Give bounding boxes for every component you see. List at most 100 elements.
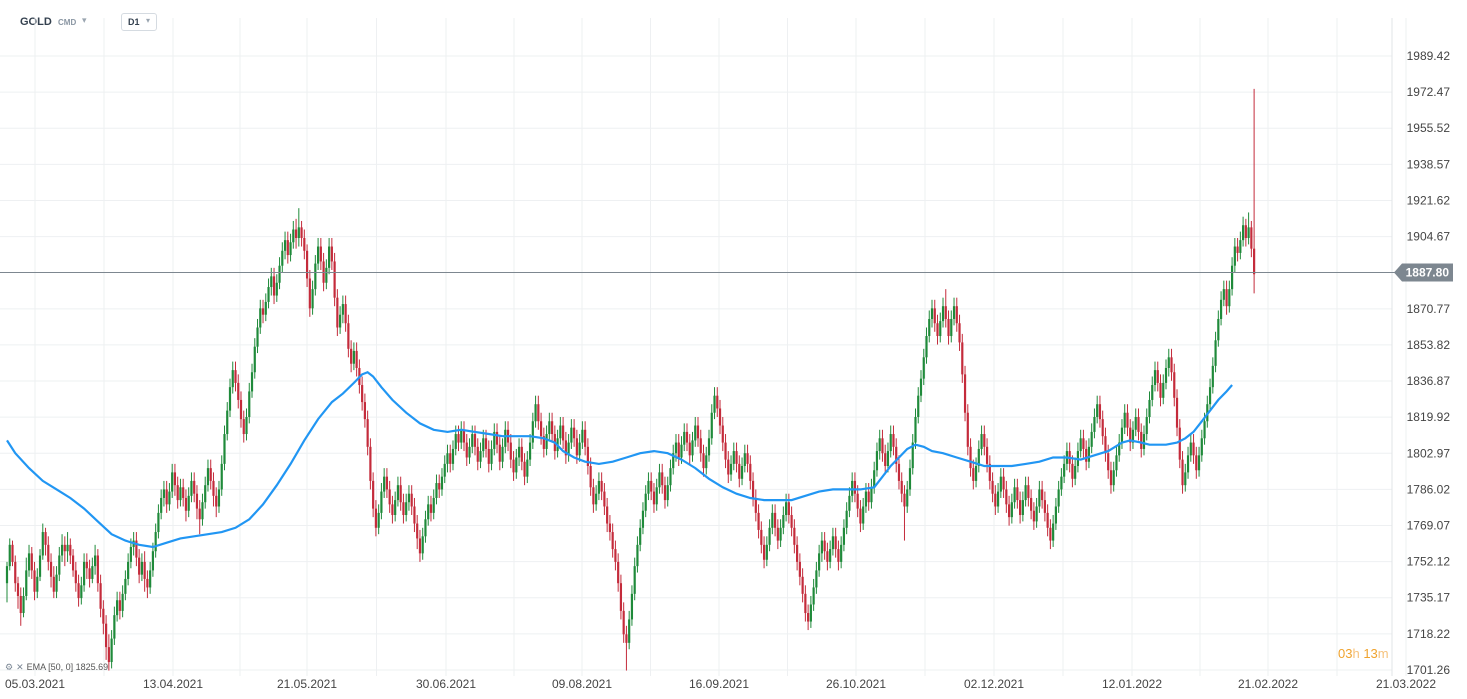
current-price-badge: 1887.80 bbox=[1394, 263, 1453, 282]
candle bbox=[1170, 348, 1173, 381]
candle bbox=[11, 540, 14, 567]
candle bbox=[460, 421, 463, 449]
candle bbox=[270, 267, 273, 296]
candle bbox=[239, 391, 243, 428]
candle bbox=[749, 455, 752, 490]
candle bbox=[1167, 348, 1170, 377]
candle bbox=[790, 506, 793, 537]
candle bbox=[1049, 519, 1052, 550]
candle bbox=[416, 515, 419, 550]
candle bbox=[1079, 429, 1082, 458]
candle bbox=[793, 519, 796, 554]
candle bbox=[212, 472, 215, 507]
candle bbox=[903, 485, 906, 541]
candle bbox=[919, 370, 923, 403]
candle bbox=[215, 487, 218, 518]
settings-icon[interactable]: ⚙ bbox=[5, 661, 14, 672]
candle bbox=[58, 546, 61, 582]
candle bbox=[305, 244, 309, 288]
candle bbox=[537, 395, 540, 430]
candle bbox=[958, 314, 961, 351]
candle bbox=[102, 600, 105, 635]
candle bbox=[377, 504, 380, 535]
candle bbox=[245, 408, 248, 441]
candle bbox=[198, 500, 201, 535]
candle bbox=[1074, 457, 1077, 486]
category-label: CMD bbox=[58, 18, 77, 27]
candle bbox=[823, 532, 826, 560]
candle bbox=[1195, 446, 1198, 479]
candle bbox=[14, 555, 17, 592]
candle bbox=[231, 361, 234, 394]
candle bbox=[47, 536, 50, 571]
candle bbox=[773, 504, 777, 537]
candle bbox=[666, 476, 669, 507]
close-icon[interactable]: ✕ bbox=[16, 661, 24, 672]
candle bbox=[234, 361, 237, 392]
candle bbox=[966, 404, 969, 456]
candle bbox=[974, 457, 978, 488]
candle bbox=[1173, 363, 1176, 407]
candle bbox=[487, 440, 490, 473]
candle bbox=[297, 208, 300, 247]
candle bbox=[1013, 478, 1016, 509]
candle bbox=[217, 480, 221, 513]
timer-minutes-unit: m bbox=[1377, 646, 1389, 661]
candle bbox=[250, 363, 254, 398]
candle bbox=[1005, 480, 1008, 513]
candle bbox=[1151, 376, 1154, 407]
candle bbox=[1186, 446, 1190, 479]
candle bbox=[206, 459, 210, 492]
candle bbox=[884, 444, 887, 475]
candle bbox=[1134, 408, 1137, 437]
candle bbox=[969, 438, 972, 477]
candle bbox=[895, 438, 898, 473]
candle bbox=[603, 483, 606, 516]
candles bbox=[5, 88, 1256, 671]
candle bbox=[107, 634, 110, 671]
candle bbox=[578, 434, 581, 462]
candle bbox=[859, 500, 862, 533]
candle bbox=[550, 412, 554, 443]
candle bbox=[735, 442, 738, 473]
candle bbox=[479, 442, 482, 469]
candle bbox=[369, 438, 372, 490]
candle bbox=[493, 423, 496, 456]
candle bbox=[228, 378, 232, 417]
candle bbox=[1145, 408, 1148, 441]
chevron-down-icon: ▾ bbox=[146, 16, 151, 25]
candle bbox=[586, 438, 589, 475]
candle bbox=[440, 468, 444, 496]
candle bbox=[407, 485, 411, 511]
candle bbox=[165, 480, 168, 513]
candle bbox=[534, 395, 537, 428]
candle bbox=[812, 578, 815, 611]
candle bbox=[38, 549, 42, 582]
candle bbox=[1046, 504, 1049, 537]
candle bbox=[74, 561, 77, 592]
timeframe-select[interactable]: D1 ▾ bbox=[121, 13, 157, 31]
candle bbox=[581, 421, 584, 449]
candle bbox=[160, 489, 163, 520]
candle bbox=[157, 504, 160, 539]
candle bbox=[573, 419, 576, 447]
x-tick-label: 13.04.2021 bbox=[143, 677, 203, 691]
candle bbox=[501, 438, 504, 469]
candle bbox=[614, 540, 617, 571]
candle bbox=[809, 595, 812, 628]
candle bbox=[754, 489, 757, 522]
y-tick-label: 1752.12 bbox=[1407, 555, 1451, 569]
candle bbox=[187, 487, 190, 518]
symbol-dropdown-icon[interactable]: ▾ bbox=[82, 15, 87, 25]
candle bbox=[718, 399, 722, 435]
candle bbox=[740, 457, 744, 486]
candle bbox=[195, 485, 199, 520]
symbol-label[interactable]: GOLD bbox=[20, 16, 52, 28]
candle bbox=[878, 429, 881, 460]
candle bbox=[462, 421, 466, 452]
candle bbox=[182, 478, 185, 507]
candle bbox=[713, 387, 716, 420]
x-tick-label: 12.01.2022 bbox=[1102, 677, 1162, 691]
candle bbox=[421, 527, 424, 560]
